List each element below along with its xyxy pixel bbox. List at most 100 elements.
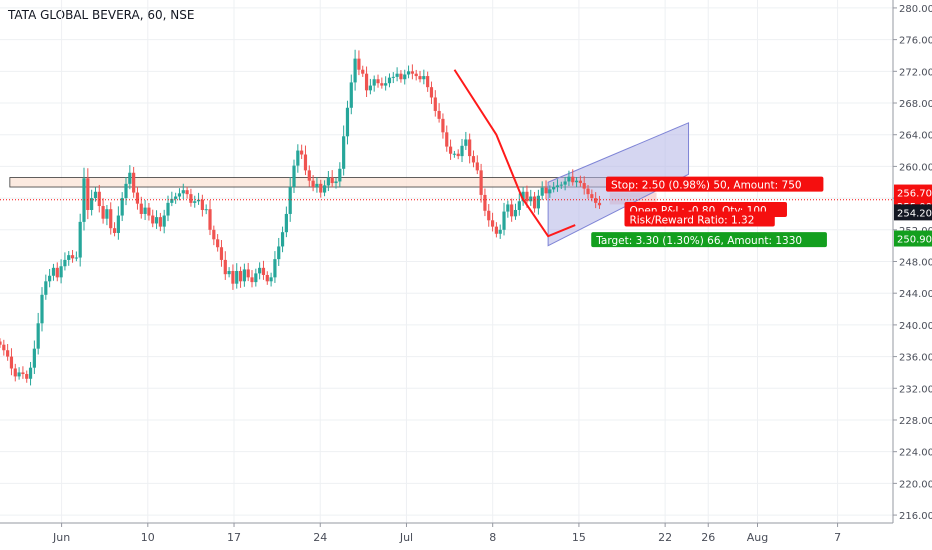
candle[interactable] (429, 81, 434, 105)
position-annotation[interactable]: Stop: 2.50 (0.98%) 50, Amount: 750 (606, 176, 824, 192)
candle[interactable] (235, 263, 239, 289)
candle[interactable] (204, 204, 208, 215)
candle[interactable] (51, 263, 56, 281)
candle[interactable] (513, 203, 518, 220)
candle[interactable] (0, 338, 2, 348)
candle[interactable] (475, 155, 479, 175)
candle[interactable] (406, 65, 411, 79)
candle[interactable] (494, 222, 498, 238)
candle[interactable] (181, 183, 185, 200)
candle[interactable] (223, 251, 227, 280)
candle[interactable] (422, 69, 426, 85)
candle[interactable] (334, 177, 338, 189)
candle[interactable] (510, 198, 514, 222)
candle[interactable] (445, 125, 449, 152)
candle[interactable] (487, 204, 491, 227)
candle[interactable] (498, 224, 502, 239)
candle[interactable] (284, 206, 288, 238)
candle[interactable] (380, 77, 384, 89)
candle[interactable] (216, 234, 220, 252)
candle[interactable] (2, 339, 6, 356)
candle[interactable] (78, 213, 82, 267)
candle[interactable] (578, 175, 582, 187)
candle[interactable] (387, 73, 392, 88)
candle[interactable] (532, 191, 537, 213)
candle[interactable] (567, 170, 571, 187)
candle[interactable] (544, 180, 548, 200)
candle[interactable] (162, 209, 166, 234)
candle[interactable] (219, 240, 224, 267)
candle[interactable] (357, 50, 361, 76)
candle[interactable] (586, 184, 590, 199)
candle[interactable] (185, 186, 189, 199)
candle[interactable] (403, 69, 407, 85)
candle[interactable] (555, 179, 560, 192)
candle[interactable] (193, 195, 197, 208)
candle[interactable] (70, 250, 75, 263)
candle[interactable] (90, 189, 94, 216)
candle[interactable] (552, 181, 556, 193)
candle[interactable] (63, 252, 67, 271)
candle[interactable] (105, 205, 109, 226)
candle[interactable] (124, 177, 128, 206)
candle[interactable] (109, 202, 113, 235)
candle[interactable] (326, 171, 330, 192)
candle[interactable] (372, 75, 376, 92)
candle[interactable] (502, 202, 506, 236)
candle[interactable] (536, 189, 540, 215)
candle[interactable] (17, 367, 21, 380)
candle[interactable] (288, 177, 292, 222)
candle[interactable] (594, 192, 598, 209)
candle[interactable] (468, 133, 472, 164)
candle[interactable] (548, 185, 552, 198)
candle[interactable] (250, 270, 254, 288)
candle[interactable] (9, 348, 14, 376)
candle[interactable] (189, 188, 193, 207)
candle[interactable] (490, 212, 495, 232)
candle[interactable] (158, 212, 162, 232)
candle[interactable] (322, 180, 327, 197)
candle[interactable] (242, 263, 246, 287)
candle[interactable] (177, 188, 182, 201)
candle[interactable] (208, 200, 212, 236)
candle[interactable] (426, 71, 430, 92)
candle[interactable] (574, 177, 579, 188)
candle[interactable] (303, 145, 308, 176)
candle[interactable] (296, 144, 300, 173)
candle[interactable] (399, 70, 403, 83)
candle[interactable] (86, 168, 90, 220)
candle[interactable] (116, 206, 120, 240)
candle[interactable] (452, 150, 456, 158)
trend-line[interactable] (453, 69, 576, 238)
candle[interactable] (21, 366, 25, 379)
candle[interactable] (231, 264, 235, 290)
candle[interactable] (269, 272, 273, 287)
candle[interactable] (238, 266, 243, 288)
candle[interactable] (471, 150, 476, 168)
candle[interactable] (433, 90, 437, 117)
candle[interactable] (437, 103, 441, 123)
candle[interactable] (414, 69, 418, 81)
candle[interactable] (112, 222, 117, 237)
candle[interactable] (40, 287, 44, 332)
candle[interactable] (529, 189, 533, 206)
candle[interactable] (395, 67, 399, 82)
candle[interactable] (32, 340, 36, 375)
candle[interactable] (315, 177, 319, 193)
candle[interactable] (540, 181, 544, 201)
candle[interactable] (147, 203, 151, 221)
candle[interactable] (170, 191, 174, 207)
position-annotation[interactable]: Target: 3.30 (1.30%) 66, Amount: 1330 (591, 232, 827, 248)
candle[interactable] (559, 181, 563, 189)
candle[interactable] (307, 165, 311, 187)
candle[interactable] (330, 170, 334, 188)
candle[interactable] (571, 169, 575, 186)
candle[interactable] (261, 260, 266, 280)
candle[interactable] (13, 363, 17, 382)
candle[interactable] (277, 237, 281, 266)
candle[interactable] (479, 163, 483, 203)
candle[interactable] (563, 176, 567, 191)
position-annotation[interactable]: Risk/Reward Ratio: 1.32 (624, 211, 775, 227)
candle[interactable] (212, 225, 216, 246)
